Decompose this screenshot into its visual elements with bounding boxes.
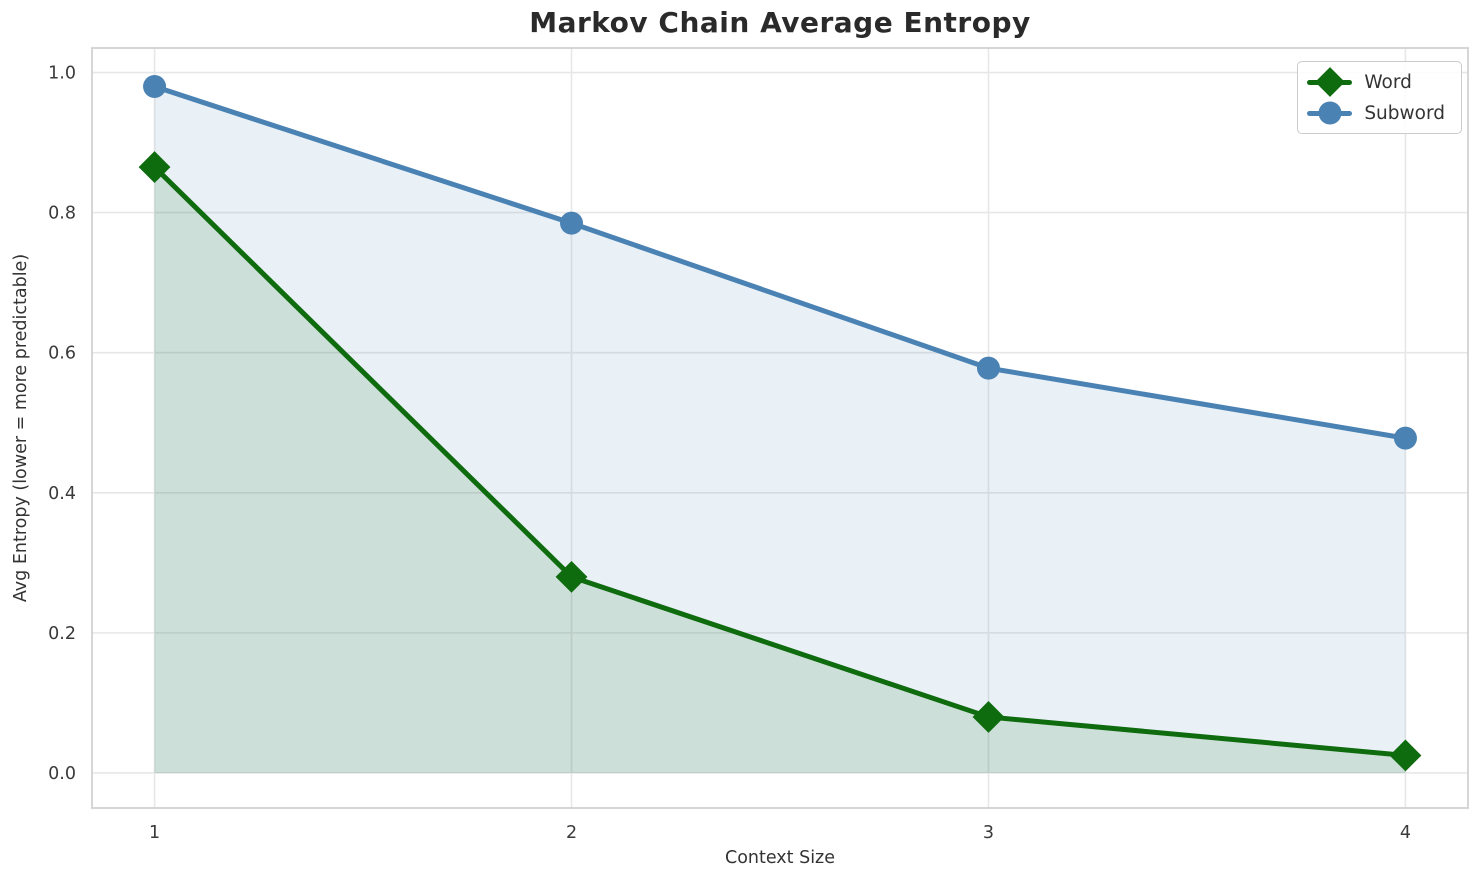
subword-marker-swatch [1318,101,1342,125]
subword-area-fill [154,86,1406,773]
subword-marker [560,211,584,235]
plot-background [92,48,1468,808]
word-area-fill [154,167,1406,773]
y-tick-label: 0.4 [48,484,76,504]
legend: Word Subword [1297,61,1462,134]
word-marker [1389,739,1422,772]
word-diamond-icon [1307,67,1353,97]
subword-line [152,84,1408,441]
subword-circle-icon [1307,98,1353,128]
y-tick-label: 0.8 [48,204,76,224]
y-tick-label: 0.2 [48,624,76,644]
y-tick-label: 1.0 [48,64,76,84]
word-line [152,164,1408,758]
x-tick-label: 3 [983,823,994,843]
chart-title: Markov Chain Average Entropy [529,6,1031,39]
y-tick-label: 0.6 [48,344,76,364]
plot-frame [91,47,1469,809]
word-marker [138,151,171,183]
subword-marker [1393,426,1417,450]
word-marker [972,701,1005,733]
word-marker-swatch [1314,67,1345,97]
y-axis-label: Avg Entropy (lower = more predictable) [11,253,31,603]
legend-label-word: Word [1364,71,1412,93]
x-axis-label: Context Size [724,848,836,868]
x-tick-label: 1 [149,823,160,843]
x-tick-label: 4 [1400,823,1411,843]
word-marker [555,560,588,593]
subword-marker [143,75,167,99]
legend-item-subword: Subword [1307,98,1445,128]
legend-item-word: Word [1307,67,1445,97]
legend-label-subword: Subword [1364,102,1445,124]
subword-marker [976,356,1000,380]
x-tick-label: 2 [566,823,577,843]
y-tick-label: 0.0 [48,764,76,784]
